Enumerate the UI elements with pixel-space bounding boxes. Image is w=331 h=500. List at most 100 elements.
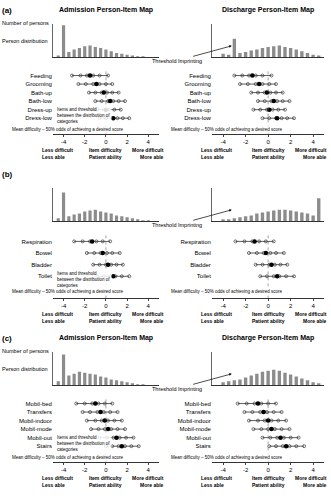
- svg-text:2: 2: [125, 139, 129, 145]
- svg-text:Dress-low: Dress-low: [184, 115, 211, 121]
- svg-text:Item difficultyPatient ability: Item difficultyPatient ability: [89, 311, 122, 324]
- svg-text:Toilet: Toilet: [38, 273, 52, 279]
- svg-text:Mobil-out: Mobil-out: [186, 435, 211, 441]
- svg-text:Item difficultyPatient ability: Item difficultyPatient ability: [89, 475, 122, 488]
- svg-text:Toilet: Toilet: [197, 273, 211, 279]
- svg-text:2: 2: [289, 139, 293, 145]
- svg-text:Item difficultyPatient ability: Item difficultyPatient ability: [252, 147, 285, 160]
- svg-text:Number of persons: Number of persons: [2, 20, 49, 26]
- svg-text:0: 0: [104, 139, 108, 145]
- svg-text:4: 4: [311, 303, 315, 309]
- svg-text:-2: -2: [82, 139, 88, 145]
- svg-text:Stairs: Stairs: [195, 443, 210, 449]
- svg-text:Bath-up: Bath-up: [31, 90, 53, 96]
- svg-text:Mobil-indoor: Mobil-indoor: [178, 418, 211, 424]
- svg-text:Bath-low: Bath-low: [187, 98, 211, 104]
- svg-text:-2: -2: [82, 303, 88, 309]
- svg-text:2: 2: [289, 303, 293, 309]
- svg-text:0: 0: [104, 467, 108, 473]
- svg-text:Threshold Imprinting: Threshold Imprinting: [152, 222, 202, 228]
- svg-text:Mean difficulty – 50% odds of: Mean difficulty – 50% odds of achieving …: [12, 289, 123, 294]
- svg-text:0: 0: [266, 467, 270, 473]
- svg-text:Grooming: Grooming: [26, 81, 52, 87]
- svg-text:Items and thresholdbetween the: Items and thresholdbetween the distribut…: [57, 271, 110, 288]
- svg-text:Feeding: Feeding: [189, 73, 211, 79]
- svg-text:Items and thresholdbetween the: Items and thresholdbetween the distribut…: [57, 107, 110, 124]
- svg-text:Stairs: Stairs: [37, 443, 52, 449]
- svg-text:Bath-low: Bath-low: [29, 98, 53, 104]
- svg-text:More difficultMore able: More difficultMore able: [132, 475, 164, 488]
- svg-text:4: 4: [147, 467, 151, 473]
- svg-text:Mean difficulty – 50% odds of: Mean difficulty – 50% odds of achieving …: [12, 127, 123, 132]
- svg-text:Bowel: Bowel: [36, 250, 52, 256]
- svg-text:(c): (c): [2, 334, 12, 343]
- svg-text:Bath-up: Bath-up: [190, 90, 212, 96]
- svg-text:Person distribution: Person distribution: [2, 366, 48, 372]
- svg-text:-4: -4: [61, 467, 67, 473]
- svg-text:Threshold Imprinting: Threshold Imprinting: [152, 386, 202, 392]
- svg-text:Dress-up: Dress-up: [186, 107, 211, 113]
- svg-text:Admission Person-Item Map: Admission Person-Item Map: [59, 6, 153, 14]
- svg-text:-2: -2: [243, 467, 249, 473]
- svg-text:Transfers: Transfers: [27, 409, 52, 415]
- svg-text:Mean difficulty – 50% odds of: Mean difficulty – 50% odds of achieving …: [171, 289, 282, 294]
- svg-text:Respiration: Respiration: [180, 239, 210, 245]
- svg-text:More difficultMore able: More difficultMore able: [132, 311, 164, 324]
- svg-text:More difficultMore able: More difficultMore able: [295, 311, 327, 324]
- svg-text:Item difficultyPatient ability: Item difficultyPatient ability: [252, 311, 285, 324]
- svg-text:Threshold Imprinting: Threshold Imprinting: [152, 58, 202, 64]
- svg-text:Admission Person-Item Map: Admission Person-Item Map: [59, 334, 153, 342]
- svg-text:Less difficultLess able: Less difficultLess able: [201, 147, 232, 160]
- svg-text:Item difficultyPatient ability: Item difficultyPatient ability: [89, 147, 122, 160]
- svg-text:Mobil-out: Mobil-out: [27, 435, 52, 441]
- svg-text:(a): (a): [2, 6, 12, 15]
- svg-text:Bladder: Bladder: [190, 262, 211, 268]
- svg-text:Less difficultLess able: Less difficultLess able: [42, 311, 73, 324]
- svg-text:(b): (b): [2, 170, 13, 179]
- svg-text:Discharge Person-Item Map: Discharge Person-Item Map: [222, 334, 314, 342]
- svg-text:More difficultMore able: More difficultMore able: [295, 475, 327, 488]
- svg-text:Mobil-bed: Mobil-bed: [26, 401, 52, 407]
- svg-text:2: 2: [125, 467, 129, 473]
- svg-text:Mobil-mode: Mobil-mode: [179, 426, 211, 432]
- svg-text:Less difficultLess able: Less difficultLess able: [42, 147, 73, 160]
- svg-text:Item difficultyPatient ability: Item difficultyPatient ability: [252, 475, 285, 488]
- svg-text:-4: -4: [61, 303, 67, 309]
- svg-text:Dress-low: Dress-low: [25, 115, 52, 121]
- svg-text:Person distribution: Person distribution: [2, 38, 48, 44]
- svg-text:0: 0: [266, 303, 270, 309]
- svg-text:More difficultMore able: More difficultMore able: [132, 147, 164, 160]
- svg-text:Mobil-indoor: Mobil-indoor: [19, 418, 52, 424]
- svg-text:-2: -2: [243, 303, 249, 309]
- svg-text:Mean difficulty – 50% odds of: Mean difficulty – 50% odds of achieving …: [171, 127, 282, 132]
- svg-text:Less difficultLess able: Less difficultLess able: [201, 475, 232, 488]
- svg-text:-4: -4: [220, 139, 226, 145]
- svg-text:Bladder: Bladder: [31, 262, 52, 268]
- svg-text:-2: -2: [243, 139, 249, 145]
- svg-text:Transfers: Transfers: [186, 409, 211, 415]
- svg-text:4: 4: [311, 139, 315, 145]
- svg-text:2: 2: [125, 303, 129, 309]
- svg-text:4: 4: [311, 467, 315, 473]
- svg-text:0: 0: [266, 139, 270, 145]
- svg-text:Bowel: Bowel: [194, 250, 210, 256]
- svg-text:Mobil-mode: Mobil-mode: [21, 426, 53, 432]
- svg-text:Discharge Person-Item Map: Discharge Person-Item Map: [222, 6, 314, 14]
- svg-text:Dress-up: Dress-up: [28, 107, 53, 113]
- svg-text:Items and thresholdbetween the: Items and thresholdbetween the distribut…: [57, 435, 110, 452]
- svg-text:4: 4: [147, 139, 151, 145]
- svg-text:Feeding: Feeding: [30, 73, 52, 79]
- svg-text:Less difficultLess able: Less difficultLess able: [42, 475, 73, 488]
- svg-text:Mean difficulty – 50% odds of: Mean difficulty – 50% odds of achieving …: [12, 455, 123, 460]
- svg-text:-4: -4: [220, 303, 226, 309]
- svg-text:Number of persons: Number of persons: [2, 348, 49, 354]
- svg-text:0: 0: [104, 303, 108, 309]
- svg-text:2: 2: [289, 467, 293, 473]
- svg-text:Mean difficulty – 50% odds of: Mean difficulty – 50% odds of achieving …: [171, 455, 282, 460]
- svg-text:Grooming: Grooming: [184, 81, 210, 87]
- svg-text:Mobil-bed: Mobil-bed: [184, 401, 210, 407]
- svg-text:-4: -4: [220, 467, 226, 473]
- svg-text:More difficultMore able: More difficultMore able: [295, 147, 327, 160]
- svg-text:-4: -4: [61, 139, 67, 145]
- svg-text:Less difficultLess able: Less difficultLess able: [201, 311, 232, 324]
